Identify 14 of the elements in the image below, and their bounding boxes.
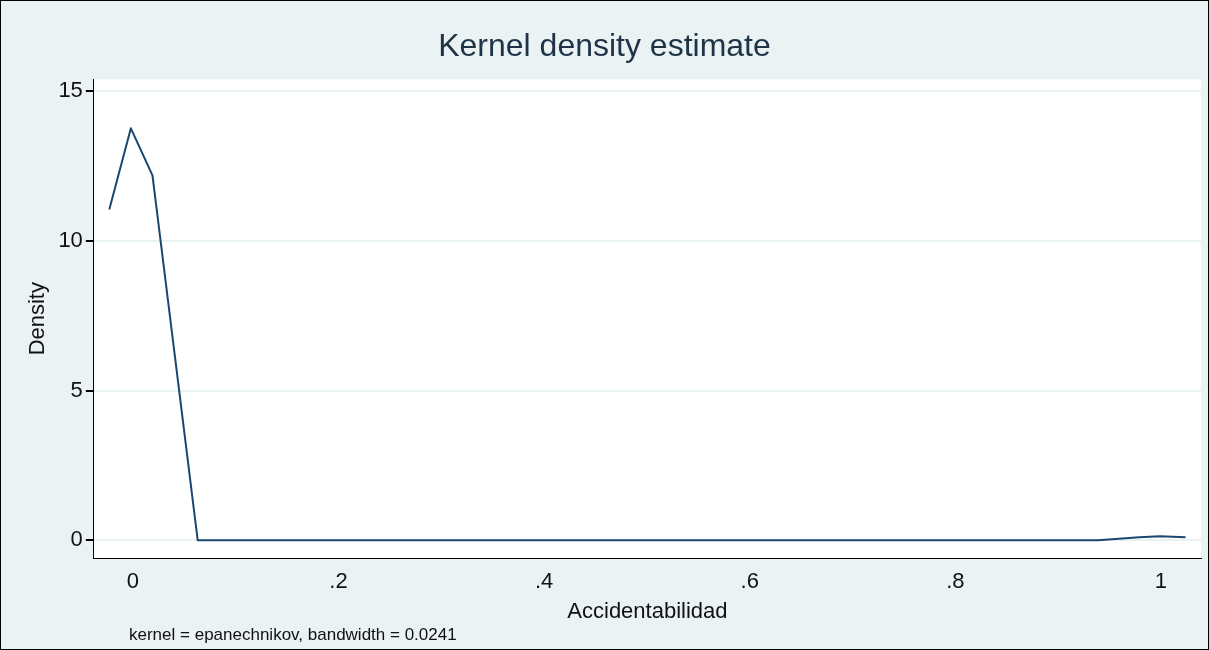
y-tick-label: 10 [58,226,83,252]
x-tick-label: .2 [329,568,348,594]
text: kernel = epanechnikov, bandwidth = 0.0241 [129,625,457,645]
x-tick-label: .8 [946,568,965,594]
x-axis-title: Accidentabilidad [567,597,728,623]
y-tick-label: 0 [70,526,83,552]
x-tick-label: .6 [740,568,759,594]
chart-title: Kernel density estimate [437,27,772,64]
x-tick-label: .4 [534,568,554,594]
y-tick-label: 5 [70,376,83,402]
y-axis-title: Density [24,282,50,356]
x-tick-label: 1 [1154,568,1168,594]
x-tick-label: 0 [126,568,140,594]
y-tick-label: 15 [58,77,83,103]
